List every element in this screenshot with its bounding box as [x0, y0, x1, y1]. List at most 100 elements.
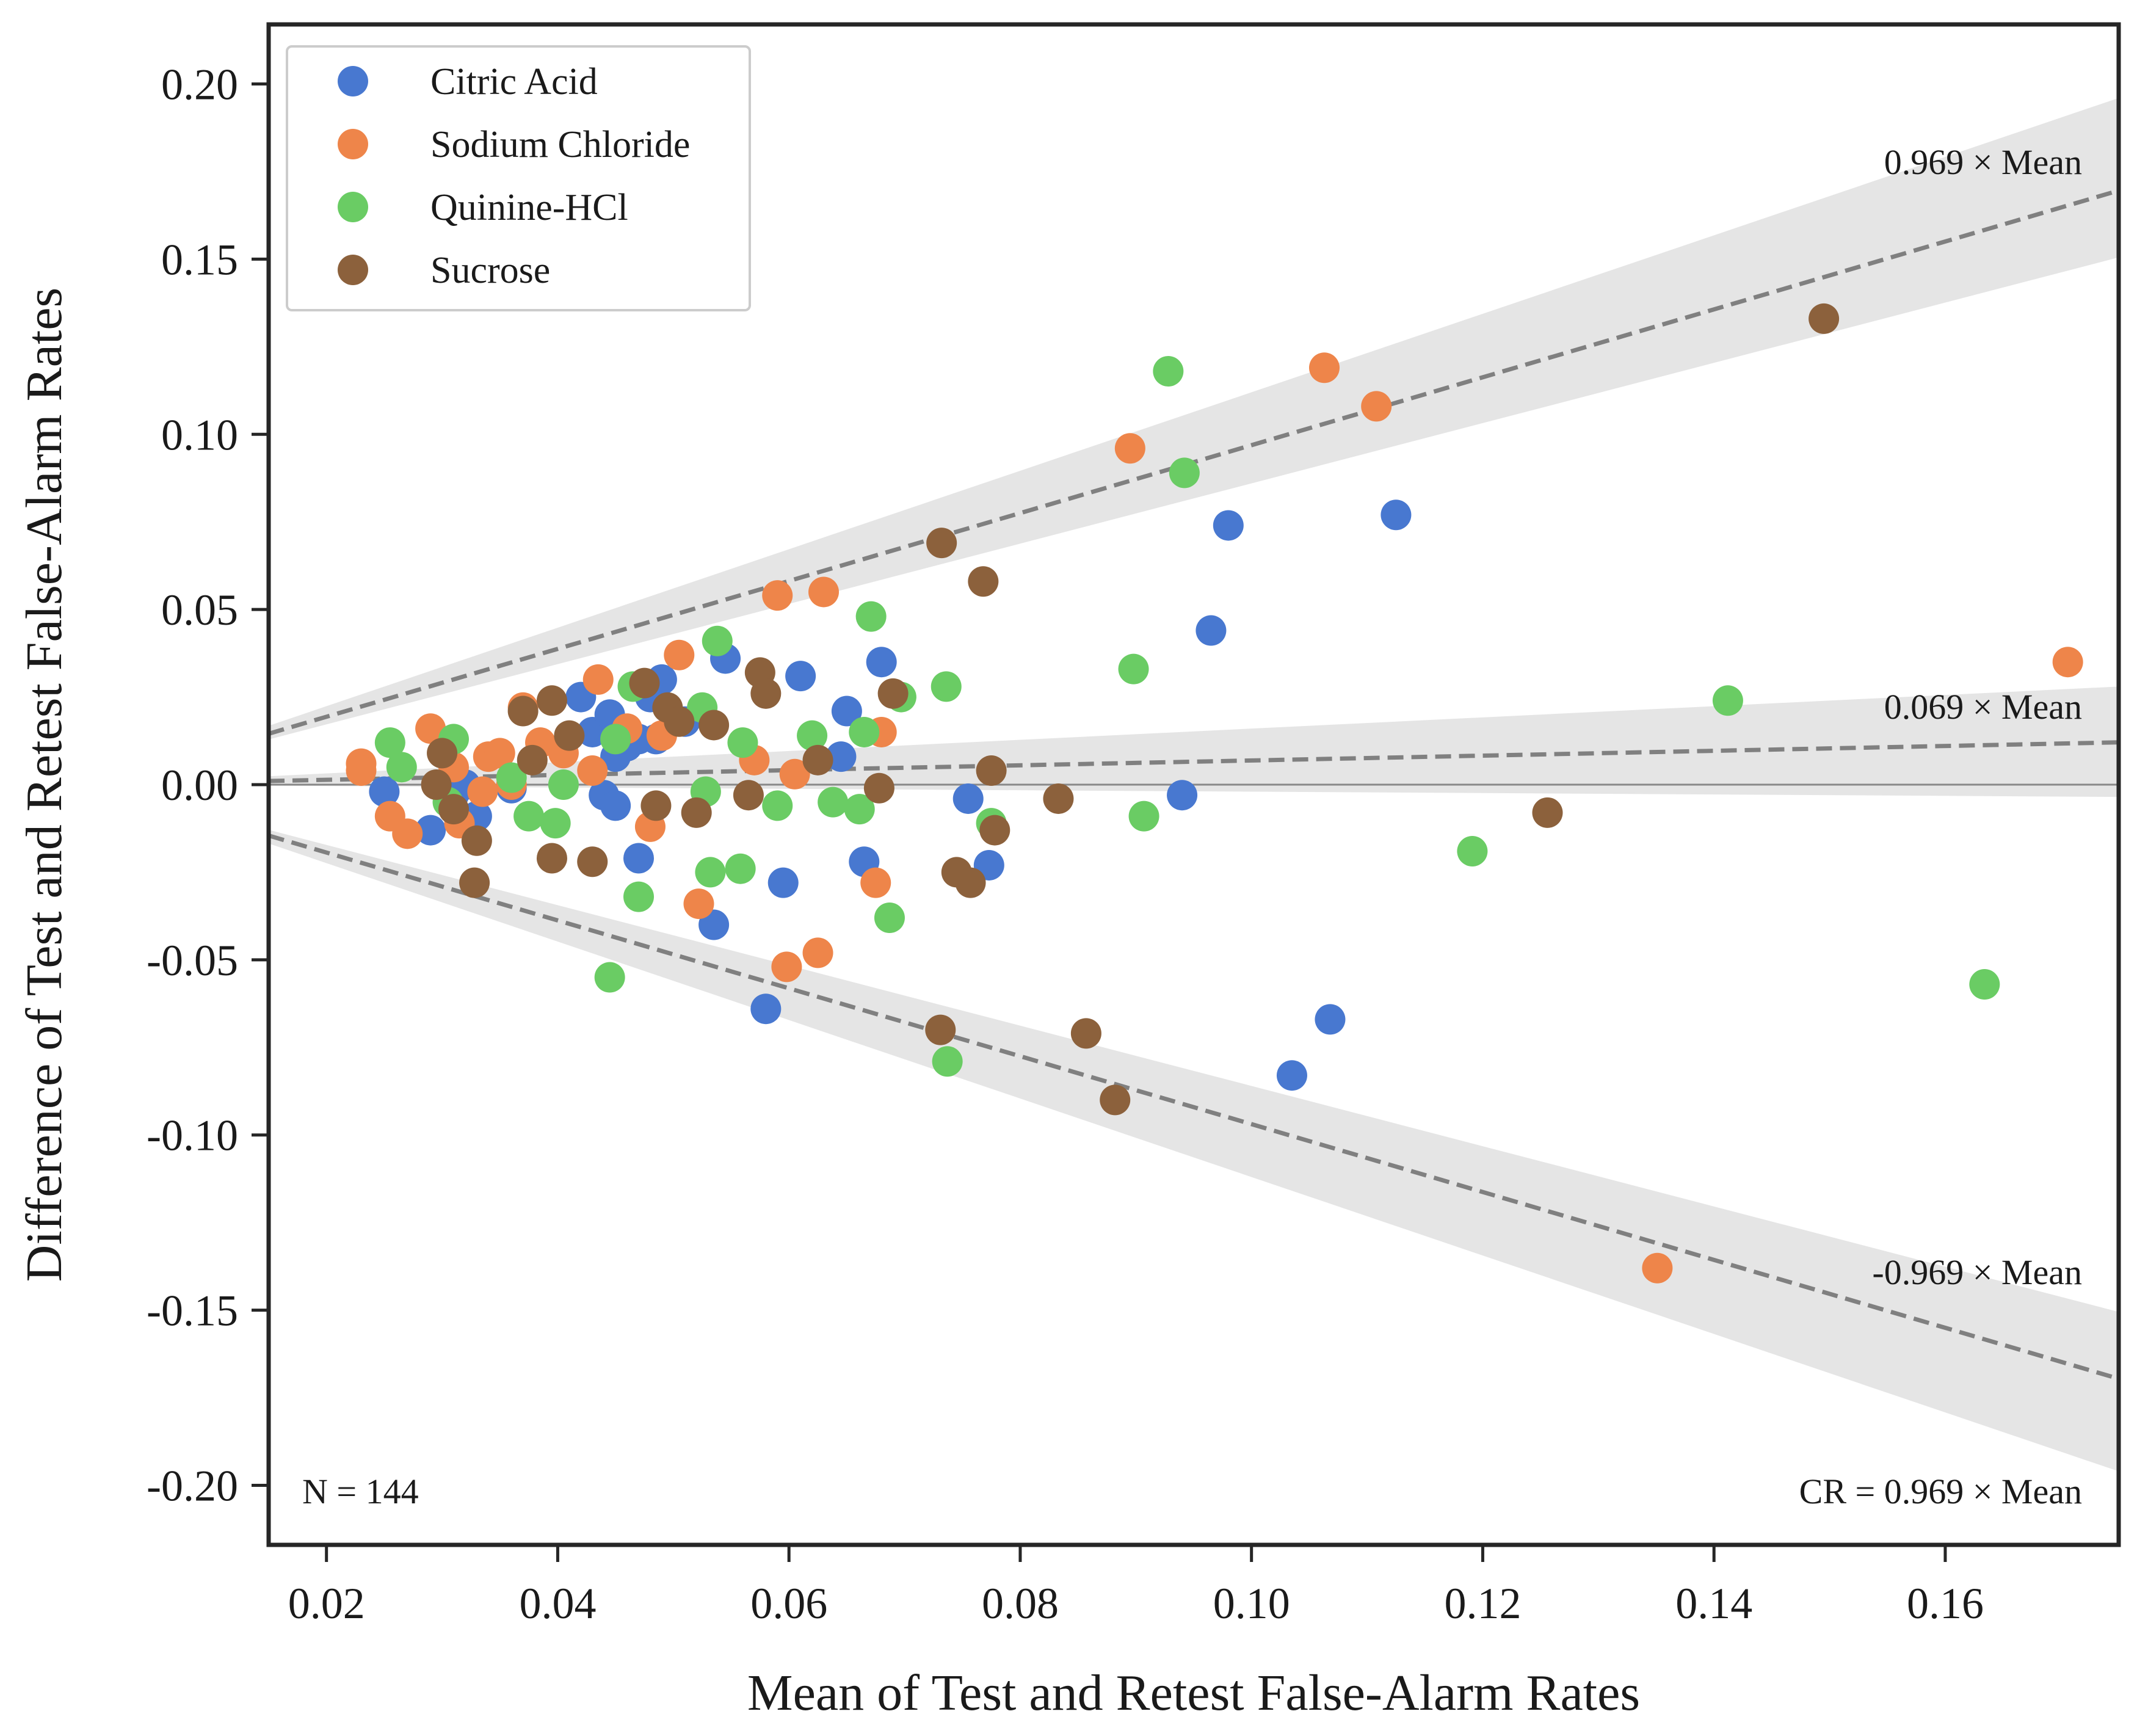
point-quinine-hcl-24: [874, 903, 905, 934]
point-sodium-chloride-24: [779, 758, 810, 790]
point-citric-acid-21: [750, 993, 782, 1025]
point-sucrose-11: [629, 667, 660, 699]
point-sodium-chloride-30: [1308, 352, 1340, 383]
point-citric-acid-27: [866, 647, 897, 678]
point-quinine-hcl-9: [600, 724, 631, 755]
point-sucrose-6: [517, 744, 548, 775]
x-tick-label-0: 0.02: [288, 1579, 365, 1628]
y-tick-label-7: -0.15: [147, 1287, 238, 1335]
point-quinine-hcl-16: [725, 853, 756, 884]
y-axis-label: Difference of Test and Retest False-Alar…: [16, 288, 73, 1282]
point-sodium-chloride-14: [577, 755, 608, 786]
confidence-band-2: [269, 830, 2119, 1472]
point-quinine-hcl-26: [931, 671, 962, 702]
cr-annotation: CR = 0.969 × Mean: [1799, 1472, 2082, 1511]
point-sodium-chloride-3: [392, 818, 423, 849]
point-citric-acid-24: [825, 741, 857, 772]
point-sodium-chloride-22: [762, 580, 793, 611]
point-sucrose-30: [1043, 783, 1074, 814]
point-quinine-hcl-8: [594, 962, 625, 993]
reference-line-label-2: -0.969 × Mean: [1872, 1252, 2082, 1292]
point-sucrose-3: [459, 867, 490, 898]
point-quinine-hcl-33: [1457, 836, 1488, 867]
point-quinine-hcl-0: [374, 727, 405, 758]
point-sodium-chloride-29: [1114, 433, 1145, 464]
x-axis-label: Mean of Test and Retest False-Alarm Rate…: [747, 1665, 1640, 1721]
point-sodium-chloride-4: [415, 713, 446, 744]
y-tick-label-4: 0.00: [161, 761, 238, 810]
point-quinine-hcl-30: [1128, 801, 1159, 832]
x-tick-label-7: 0.16: [1907, 1579, 1984, 1628]
legend-label-2: Quinine-HCl: [430, 187, 628, 228]
reference-line-labels: 0.969 × Mean 0.069 × Mean -0.969 × Mean: [1872, 142, 2082, 1292]
point-sucrose-33: [1532, 797, 1563, 828]
point-sodium-chloride-7: [467, 776, 498, 807]
point-citric-acid-19: [698, 909, 730, 940]
point-sucrose-22: [877, 678, 909, 709]
point-citric-acid-31: [1195, 615, 1227, 646]
x-tick-label-2: 0.06: [750, 1579, 827, 1628]
point-citric-acid-35: [1381, 499, 1412, 531]
point-quinine-hcl-6: [540, 808, 571, 839]
point-sodium-chloride-31: [1361, 391, 1392, 422]
point-sucrose-23: [925, 1014, 956, 1045]
point-citric-acid-22: [767, 867, 799, 898]
point-citric-acid-32: [1213, 510, 1244, 541]
point-sodium-chloride-9: [484, 738, 515, 769]
reference-line-label-1: 0.069 × Mean: [1884, 687, 2082, 727]
x-tick-label-4: 0.10: [1213, 1579, 1290, 1628]
point-sodium-chloride-27: [860, 867, 891, 898]
point-sodium-chloride-26: [808, 576, 839, 608]
point-citric-acid-1: [415, 815, 446, 846]
point-sucrose-34: [1809, 303, 1840, 334]
point-sucrose-24: [926, 528, 957, 559]
legend-box: [286, 45, 751, 311]
point-quinine-hcl-32: [1169, 457, 1200, 488]
point-citric-acid-23: [785, 661, 816, 692]
point-citric-acid-13: [623, 843, 654, 874]
point-quinine-hcl-27: [932, 1046, 963, 1077]
legend: Citric Acid Sodium Chloride Quinine-HCl Suc…: [286, 45, 751, 311]
reference-line-2: [269, 833, 2119, 1381]
legend-marker-2: [338, 192, 368, 222]
point-sucrose-28: [976, 755, 1007, 786]
point-sucrose-29: [979, 815, 1010, 846]
point-sucrose-7: [536, 843, 567, 874]
y-tick-label-6: -0.10: [147, 1111, 238, 1160]
point-sucrose-5: [507, 695, 539, 727]
point-sucrose-9: [554, 720, 585, 751]
point-quinine-hcl-34: [1712, 685, 1743, 716]
point-quinine-hcl-35: [1969, 969, 2000, 1000]
point-sucrose-20: [802, 744, 833, 775]
legend-marker-3: [338, 255, 368, 285]
point-quinine-hcl-1: [386, 752, 417, 783]
point-sucrose-15: [681, 797, 712, 828]
point-sucrose-27: [968, 566, 999, 597]
point-quinine-hcl-14: [695, 857, 726, 888]
y-tick-label-2: 0.10: [161, 410, 238, 459]
x-tick-label-1: 0.04: [519, 1579, 596, 1628]
point-quinine-hcl-31: [1153, 355, 1184, 387]
point-citric-acid-34: [1315, 1004, 1346, 1035]
point-quinine-hcl-17: [727, 727, 758, 758]
point-quinine-hcl-7: [548, 769, 579, 800]
point-sodium-chloride-19: [664, 639, 695, 670]
legend-label-1: Sodium Chloride: [430, 124, 690, 165]
point-quinine-hcl-23: [855, 601, 887, 632]
point-citric-acid-0: [369, 776, 400, 807]
point-quinine-hcl-19: [797, 720, 828, 751]
y-tick-label-5: -0.05: [147, 936, 238, 985]
point-sucrose-1: [427, 738, 458, 769]
point-sucrose-21: [863, 772, 894, 804]
point-citric-acid-33: [1276, 1060, 1307, 1091]
point-sucrose-2: [438, 794, 469, 825]
point-citric-acid-28: [952, 783, 984, 814]
data-points: [346, 303, 2083, 1284]
point-quinine-hcl-15: [702, 625, 733, 656]
sample-size-annotation: N = 144: [302, 1472, 419, 1511]
point-sucrose-4: [461, 825, 492, 856]
point-sucrose-31: [1070, 1018, 1101, 1049]
point-sodium-chloride-25: [802, 937, 833, 968]
point-sucrose-10: [577, 846, 608, 877]
point-sodium-chloride-20: [683, 888, 714, 920]
